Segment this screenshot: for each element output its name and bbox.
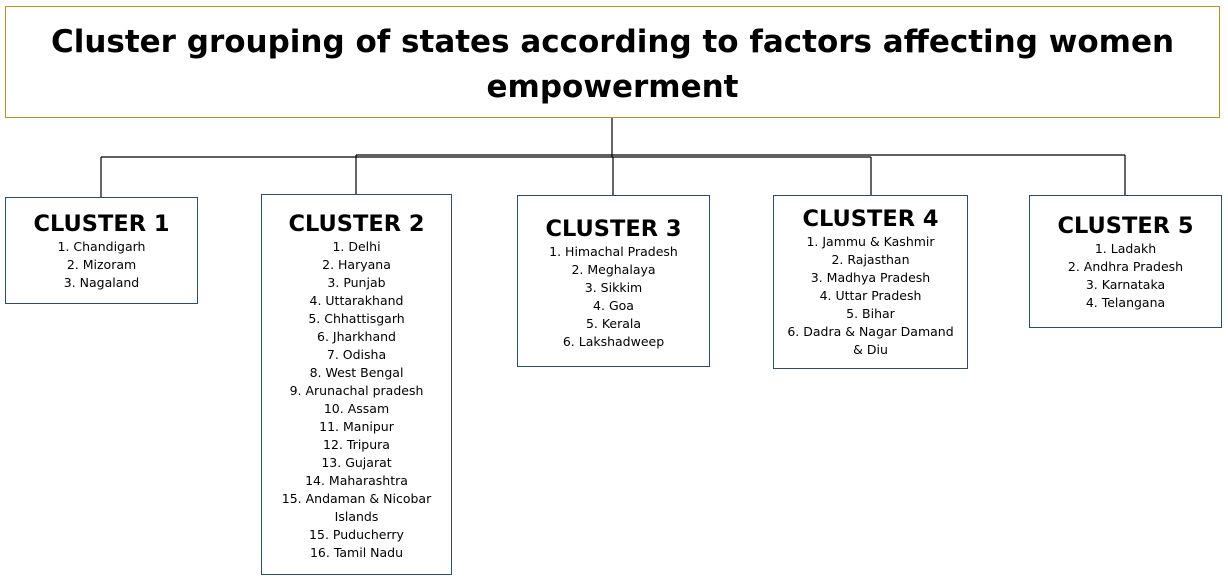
list-item: 2. Rajasthan bbox=[831, 252, 910, 267]
list-item: 4. Telangana bbox=[1085, 295, 1166, 310]
list-item: 15. Andaman & Nicobar Islands bbox=[281, 491, 432, 524]
cluster-1-list: 1. Chandigarh 2. Mizoram 3. Nagaland bbox=[6, 238, 197, 292]
list-item: 4. Goa bbox=[593, 298, 634, 313]
list-item: 3. Nagaland bbox=[63, 275, 140, 290]
list-item: 6. Jharkhand bbox=[317, 329, 396, 344]
diagram-title-box: Cluster grouping of states according to … bbox=[5, 6, 1220, 118]
list-item: 2. Haryana bbox=[322, 257, 391, 272]
list-item: 2. Andhra Pradesh bbox=[1067, 259, 1184, 274]
cluster-2-box: CLUSTER 2 1. Delhi 2. Haryana 3. Punjab … bbox=[261, 194, 452, 575]
list-item: 14. Maharashtra bbox=[305, 473, 408, 488]
cluster-5-box: CLUSTER 5 1. Ladakh 2. Andhra Pradesh 3.… bbox=[1029, 195, 1222, 328]
list-item: 3. Karnataka bbox=[1085, 277, 1166, 292]
list-item: 6. Lakshadweep bbox=[562, 334, 665, 349]
cluster-5-title: CLUSTER 5 bbox=[1057, 213, 1194, 239]
list-item: 1. Delhi bbox=[332, 239, 381, 254]
list-item: 13. Gujarat bbox=[321, 455, 392, 470]
list-item: 8. West Bengal bbox=[309, 365, 404, 380]
cluster-2-title: CLUSTER 2 bbox=[288, 211, 425, 237]
list-item: 6. Dadra & Nagar Damand & Diu bbox=[787, 324, 954, 357]
list-item: 4. Uttarakhand bbox=[309, 293, 404, 308]
cluster-4-title: CLUSTER 4 bbox=[802, 206, 939, 232]
list-item: 2. Meghalaya bbox=[571, 262, 656, 277]
list-item: 15. Puducherry bbox=[309, 527, 404, 542]
list-item: 5. Chhattisgarh bbox=[308, 311, 405, 326]
list-item: 1. Jammu & Kashmir bbox=[806, 234, 935, 249]
list-item: 10. Assam bbox=[323, 401, 390, 416]
list-item: 2. Mizoram bbox=[66, 257, 137, 272]
list-item: 9. Arunachal pradesh bbox=[289, 383, 424, 398]
list-item: 1. Ladakh bbox=[1094, 241, 1157, 256]
cluster-4-list: 1. Jammu & Kashmir 2. Rajasthan 3. Madhy… bbox=[774, 233, 967, 359]
cluster-3-title: CLUSTER 3 bbox=[545, 216, 682, 242]
cluster-2-list: 1. Delhi 2. Haryana 3. Punjab 4. Uttarak… bbox=[262, 238, 451, 562]
cluster-1-title: CLUSTER 1 bbox=[33, 211, 170, 237]
list-item: 12. Tripura bbox=[323, 437, 390, 452]
list-item: 1. Chandigarh bbox=[57, 239, 146, 254]
list-item: 3. Punjab bbox=[327, 275, 386, 290]
list-item: 11. Manipur bbox=[319, 419, 394, 434]
diagram-title-line-2: empowerment bbox=[486, 69, 739, 105]
cluster-3-list: 1. Himachal Pradesh 2. Meghalaya 3. Sikk… bbox=[518, 243, 709, 351]
cluster-5-list: 1. Ladakh 2. Andhra Pradesh 3. Karnataka… bbox=[1030, 240, 1221, 312]
list-item: 3. Madhya Pradesh bbox=[810, 270, 931, 285]
cluster-4-box: CLUSTER 4 1. Jammu & Kashmir 2. Rajastha… bbox=[773, 195, 968, 369]
list-item: 1. Himachal Pradesh bbox=[549, 244, 678, 259]
list-item: 16. Tamil Nadu bbox=[309, 545, 404, 560]
cluster-1-box: CLUSTER 1 1. Chandigarh 2. Mizoram 3. Na… bbox=[5, 197, 198, 304]
list-item: 3. Sikkim bbox=[584, 280, 643, 295]
list-item: 5. Kerala bbox=[585, 316, 642, 331]
diagram-title-line-1: Cluster grouping of states according to … bbox=[50, 24, 1175, 60]
cluster-3-box: CLUSTER 3 1. Himachal Pradesh 2. Meghala… bbox=[517, 195, 710, 367]
list-item: 4. Uttar Pradesh bbox=[819, 288, 922, 303]
list-item: 7. Odisha bbox=[326, 347, 387, 362]
list-item: 5. Bihar bbox=[846, 306, 895, 321]
